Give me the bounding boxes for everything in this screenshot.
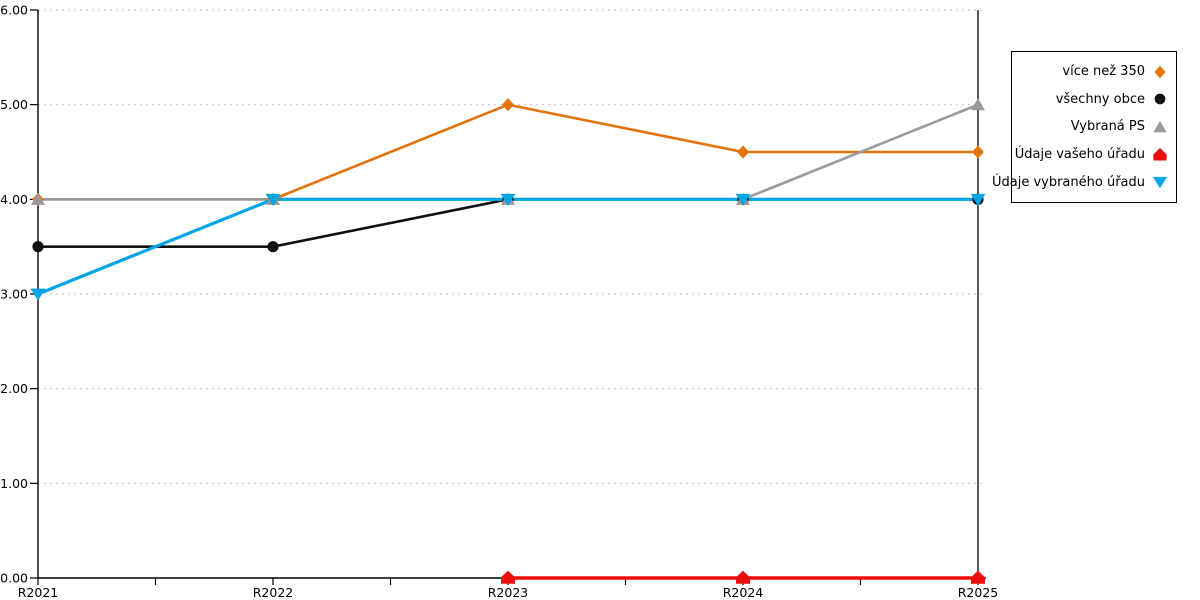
legend-item: Vybraná PS bbox=[1012, 119, 1176, 135]
svg-text:2.00: 2.00 bbox=[0, 381, 28, 396]
svg-text:1.00: 1.00 bbox=[0, 476, 28, 491]
svg-text:4.00: 4.00 bbox=[0, 192, 28, 207]
svg-text:R2021: R2021 bbox=[18, 585, 59, 600]
legend-label: všechny obce bbox=[1055, 91, 1145, 107]
legend-item: všechny obce bbox=[1012, 91, 1176, 107]
svg-text:5.00: 5.00 bbox=[0, 97, 28, 112]
legend-label: Údaje vybraného úřadu bbox=[991, 174, 1145, 190]
triangle-up-icon bbox=[1151, 119, 1169, 135]
legend-item: více než 350 bbox=[1012, 64, 1176, 80]
svg-text:R2022: R2022 bbox=[253, 585, 294, 600]
svg-text:3.00: 3.00 bbox=[0, 287, 28, 302]
legend-label: Údaje vašeho úřadu bbox=[1014, 147, 1145, 163]
svg-text:R2023: R2023 bbox=[488, 585, 529, 600]
svg-text:R2024: R2024 bbox=[723, 585, 764, 600]
legend-label: Vybraná PS bbox=[1070, 119, 1145, 135]
legend-item: Údaje vašeho úřadu bbox=[1012, 147, 1176, 163]
triangle-down-icon bbox=[1151, 174, 1169, 190]
pentagon-icon bbox=[1151, 147, 1169, 163]
svg-text:R2025: R2025 bbox=[958, 585, 999, 600]
chart-legend: více než 350 všechny obce Vybraná PS Úda… bbox=[992, 51, 1177, 203]
legend-item: Údaje vybraného úřadu bbox=[992, 174, 1176, 190]
legend-label: více než 350 bbox=[1062, 64, 1145, 80]
diamond-icon bbox=[1151, 64, 1169, 80]
svg-text:6.00: 6.00 bbox=[0, 3, 28, 18]
circle-icon bbox=[1151, 91, 1169, 107]
svg-text:0.00: 0.00 bbox=[0, 571, 28, 586]
